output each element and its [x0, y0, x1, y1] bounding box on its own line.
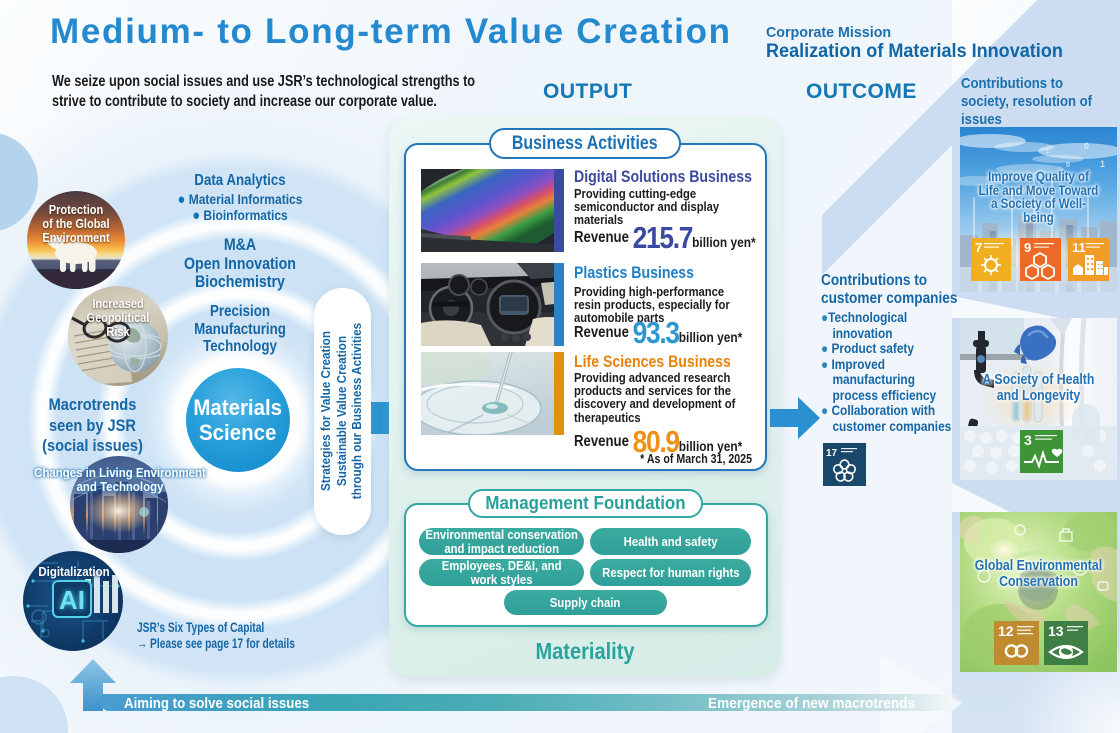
svg-text:17: 17 [826, 448, 838, 459]
svg-text:12: 12 [998, 623, 1014, 639]
svg-text:3: 3 [1024, 432, 1032, 448]
svg-text:AI: AI [59, 585, 85, 615]
svg-text:0: 0 [1066, 162, 1070, 169]
svg-text:11: 11 [1072, 240, 1086, 255]
svg-text:7: 7 [975, 240, 982, 255]
svg-text:13: 13 [1048, 623, 1064, 639]
svg-text:0: 0 [1084, 141, 1089, 151]
svg-text:9: 9 [1024, 240, 1031, 255]
svg-text:1: 1 [1046, 149, 1050, 155]
svg-text:1: 1 [1100, 159, 1105, 169]
